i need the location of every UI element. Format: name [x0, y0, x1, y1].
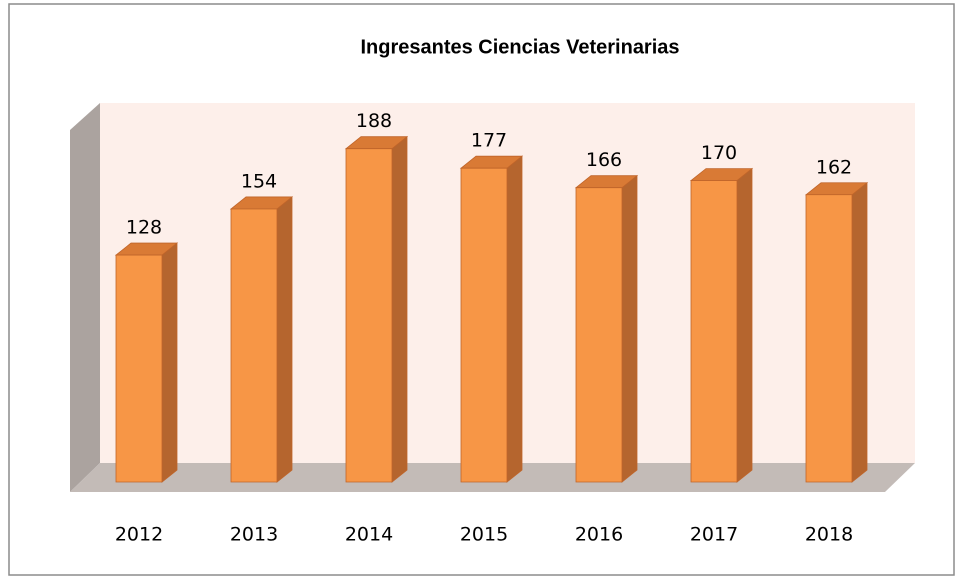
x-tick-label: 2018: [805, 524, 853, 546]
bar-front: [575, 187, 623, 483]
bar: [344, 135, 409, 483]
bar-side: [621, 174, 638, 483]
value-label: 166: [586, 149, 622, 171]
bar-front: [115, 254, 163, 483]
value-label: 154: [241, 170, 277, 192]
side-wall: [70, 103, 100, 492]
bar-side: [851, 181, 868, 483]
value-label: 128: [126, 217, 162, 239]
bar: [459, 155, 524, 483]
x-tick-label: 2017: [690, 524, 738, 546]
bar-side: [391, 135, 408, 483]
bar: [804, 181, 869, 483]
value-label: 170: [701, 142, 737, 164]
bar-side: [276, 196, 293, 483]
x-tick-label: 2014: [345, 524, 393, 546]
value-label: 177: [471, 130, 507, 152]
bar: [574, 174, 639, 483]
bar-front: [805, 194, 853, 483]
x-tick-label: 2012: [115, 524, 163, 546]
x-tick-label: 2013: [230, 524, 278, 546]
bar-front: [690, 180, 738, 483]
bar-front: [230, 208, 278, 483]
bar-side: [736, 167, 753, 483]
chart-title: Ingresantes Ciencias Veterinarias: [360, 36, 679, 58]
value-label: 188: [356, 110, 392, 132]
bar: [689, 167, 754, 483]
bar: [114, 242, 179, 483]
bar-front: [345, 148, 393, 483]
x-tick-label: 2016: [575, 524, 623, 546]
bar: [229, 196, 294, 483]
bar-side: [506, 155, 523, 483]
bar-side: [161, 242, 178, 483]
value-label: 162: [816, 156, 852, 178]
x-tick-label: 2015: [460, 524, 508, 546]
bar-front: [460, 167, 508, 483]
